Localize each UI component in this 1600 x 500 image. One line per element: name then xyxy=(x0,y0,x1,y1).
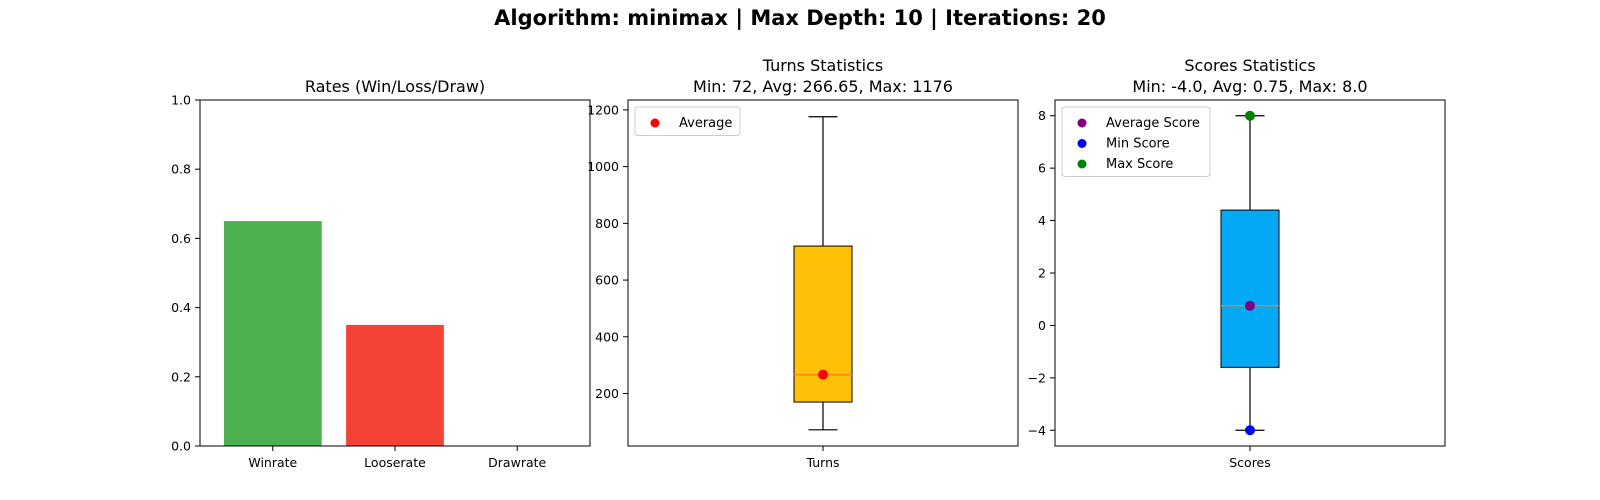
bar xyxy=(346,324,444,446)
x-tick-label: Turns xyxy=(805,455,839,470)
y-tick-label: 0.0 xyxy=(171,439,191,454)
y-tick-label: 2 xyxy=(1038,266,1046,281)
axes-title: Turns Statistics xyxy=(762,56,883,75)
axes-title: Rates (Win/Loss/Draw) xyxy=(305,77,485,96)
chart-panel-2: Turns Statistics Min: 72, Avg: 266.65, Ma… xyxy=(587,56,1019,470)
point-min-score xyxy=(1245,425,1255,436)
y-tick-label: 1200 xyxy=(587,102,619,117)
x-tick-label: Scores xyxy=(1229,455,1271,470)
y-tick-label: 0.8 xyxy=(171,162,191,177)
y-tick-label: 200 xyxy=(595,386,619,401)
legend-marker xyxy=(1077,159,1087,169)
y-tick-label: 8 xyxy=(1038,108,1046,123)
y-tick-label: 400 xyxy=(595,329,619,344)
legend-label: Average xyxy=(679,116,732,131)
axes-frame xyxy=(627,99,1019,447)
legend-marker xyxy=(650,118,660,128)
legend-box xyxy=(1061,106,1211,177)
x-tick-label: Drawrate xyxy=(488,455,546,470)
legend-label: Max Score xyxy=(1106,157,1173,172)
bar xyxy=(223,221,322,446)
axes-subtitle: Min: 72, Avg: 266.65, Max: 1176 xyxy=(693,77,953,96)
y-tick-label: −2 xyxy=(1028,370,1046,385)
x-tick-label: Winrate xyxy=(248,455,297,470)
axes-subtitle: Min: -4.0, Avg: 0.75, Max: 8.0 xyxy=(1132,77,1367,96)
legend-marker xyxy=(1077,139,1087,148)
y-tick-label: 0.6 xyxy=(171,231,191,246)
point-average xyxy=(818,369,828,380)
y-tick-label: −4 xyxy=(1028,423,1046,438)
legend-box xyxy=(634,106,741,136)
y-tick-label: 0 xyxy=(1038,318,1046,333)
y-tick-label: 6 xyxy=(1038,161,1046,176)
y-tick-label: 0.4 xyxy=(171,300,191,315)
box xyxy=(1220,209,1280,368)
y-tick-label: 1.0 xyxy=(171,93,191,108)
chart-panel-1: Rates (Win/Loss/Draw) 0.0 0.2 0.4 0.6 0.8 1.0 W… xyxy=(171,77,591,470)
axes-frame xyxy=(199,99,591,447)
x-tick-label: Looserate xyxy=(364,455,426,470)
axes-title: Scores Statistics xyxy=(1184,56,1315,75)
y-tick-label: 1000 xyxy=(587,159,619,174)
legend-label: Average Score xyxy=(1106,116,1200,131)
y-tick-label: 4 xyxy=(1038,213,1046,228)
point-max-score xyxy=(1245,110,1255,121)
chart-panel-3: Scores Statistics Min: -4.0, Avg: 0.75, M… xyxy=(1028,56,1446,470)
y-tick-label: 0.2 xyxy=(171,369,191,384)
axes-frame xyxy=(1054,99,1446,447)
point-average-score xyxy=(1245,300,1255,311)
figure-title: Algorithm: minimax | Max Depth: 10 | Ite… xyxy=(494,6,1106,30)
legend-marker xyxy=(1077,118,1087,128)
y-tick-label: 600 xyxy=(595,273,619,288)
y-tick-label: 800 xyxy=(595,216,619,231)
legend-label: Min Score xyxy=(1106,137,1170,152)
